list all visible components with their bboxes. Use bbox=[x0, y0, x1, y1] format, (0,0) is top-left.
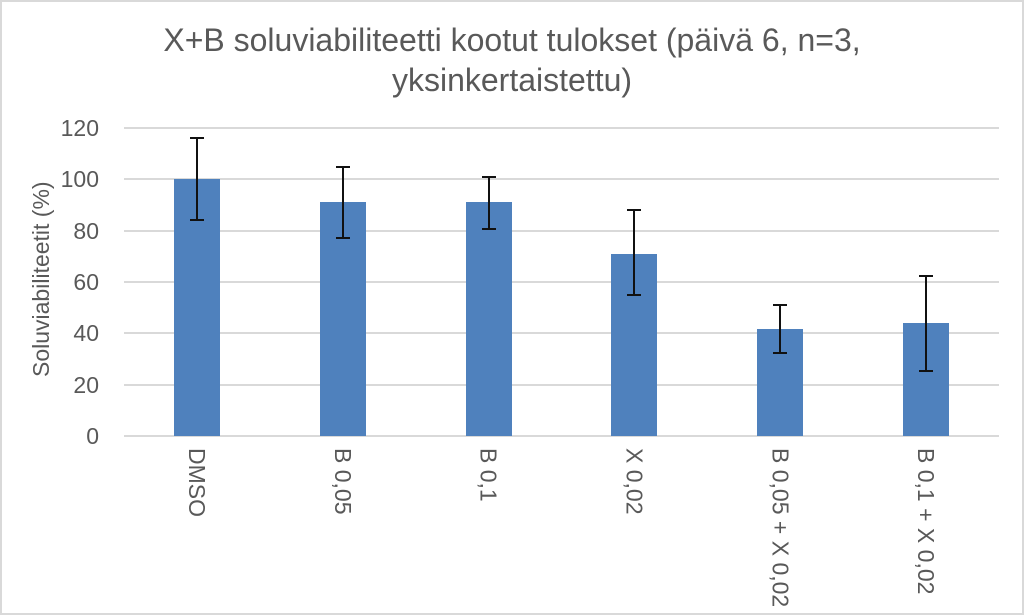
x-category-label: B 0,1 bbox=[475, 448, 502, 502]
error-bar-cap-bottom bbox=[919, 369, 934, 372]
error-bar-cap-bottom bbox=[773, 351, 788, 354]
error-bar-line bbox=[633, 210, 636, 295]
gridline bbox=[124, 178, 999, 181]
error-bar-cap-bottom bbox=[481, 228, 496, 231]
x-category-label: X 0,02 bbox=[621, 448, 648, 515]
y-tick-label: 40 bbox=[73, 320, 99, 347]
bar bbox=[319, 202, 366, 436]
error-bar-line bbox=[341, 166, 344, 239]
error-bar-line bbox=[195, 138, 198, 221]
gridline bbox=[124, 229, 999, 232]
gridline bbox=[124, 281, 999, 283]
y-tick-label: 120 bbox=[60, 115, 99, 141]
error-bar-cap-top bbox=[481, 175, 496, 178]
gridline bbox=[124, 332, 999, 335]
gridline bbox=[124, 383, 999, 386]
error-bar-cap-bottom bbox=[627, 293, 642, 296]
error-bar-cap-top bbox=[627, 209, 642, 212]
plot-area bbox=[124, 127, 999, 437]
bar bbox=[173, 179, 220, 436]
gridline bbox=[124, 435, 999, 437]
error-bar-cap-bottom bbox=[189, 219, 204, 222]
x-category-label: DMSO bbox=[183, 448, 210, 517]
y-tick-label: 0 bbox=[86, 423, 99, 449]
x-category-label: B 0,1 + X 0,02 bbox=[913, 448, 940, 595]
chart-title: X+B soluviabiliteetti kootut tulokset (p… bbox=[2, 20, 1022, 100]
error-bar-cap-bottom bbox=[335, 237, 350, 240]
chart-title-line-1: X+B soluviabiliteetti kootut tulokset (p… bbox=[163, 22, 861, 58]
error-bar-line bbox=[487, 176, 490, 230]
y-tick-label: 20 bbox=[73, 371, 99, 398]
error-bar-cap-top bbox=[335, 165, 350, 168]
y-tick-label: 80 bbox=[73, 217, 99, 244]
x-category-label: B 0,05 + X 0,02 bbox=[767, 448, 794, 608]
bar bbox=[465, 202, 512, 436]
y-tick-label: 60 bbox=[73, 269, 99, 295]
y-tick-label: 100 bbox=[60, 166, 99, 193]
error-bar-line bbox=[779, 305, 782, 353]
x-category-label: B 0,05 bbox=[329, 448, 356, 515]
error-bar-cap-top bbox=[189, 137, 204, 140]
error-bar-cap-top bbox=[773, 304, 788, 307]
gridline bbox=[124, 127, 999, 129]
error-bar-cap-top bbox=[919, 274, 934, 277]
error-bar-line bbox=[925, 275, 928, 371]
chart-title-line-2: yksinkertaistettu) bbox=[391, 62, 633, 98]
